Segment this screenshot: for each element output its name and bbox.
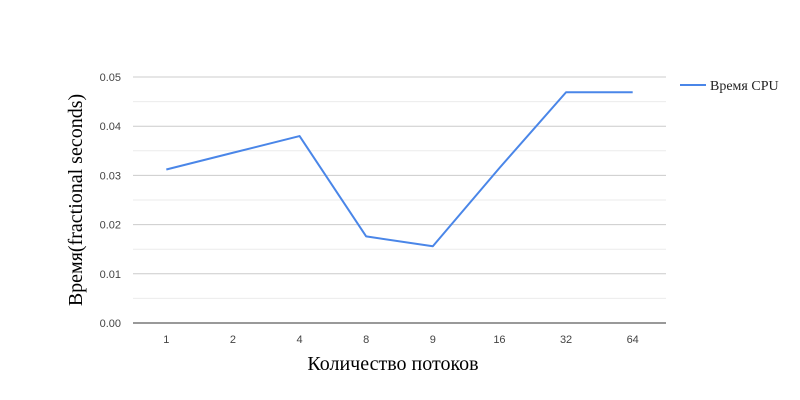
y-tick-label: 0.03 [100,170,121,182]
y-tick-label: 0.05 [100,72,121,84]
x-tick-label: 64 [627,334,639,346]
x-tick-label: 32 [560,334,572,346]
x-tick-label: 9 [430,334,436,346]
x-tick-label: 1 [163,334,169,346]
legend-item-label: Время CPU [710,79,779,94]
x-tick-labels: 1 2 4 8 9 16 32 64 [163,334,639,346]
y-tick-labels: 0.00 0.01 0.02 0.03 0.04 0.05 [100,72,121,330]
y-tick-label: 0.01 [100,269,121,281]
gridlines [133,76,666,299]
x-tick-label: 2 [230,334,236,346]
x-tick-label: 16 [493,334,505,346]
x-axis-title: Количество потоков [307,353,478,375]
x-tick-label: 8 [363,334,369,346]
data-series [166,91,633,248]
y-tick-label: 0.02 [100,220,121,232]
y-tick-label: 0.00 [100,318,121,330]
y-tick-label: 0.04 [100,121,121,133]
legend: Время CPU [680,79,779,94]
series-line [166,91,633,248]
x-tick-label: 4 [297,334,303,346]
y-axis-title: Время(fractional seconds) [65,94,87,306]
